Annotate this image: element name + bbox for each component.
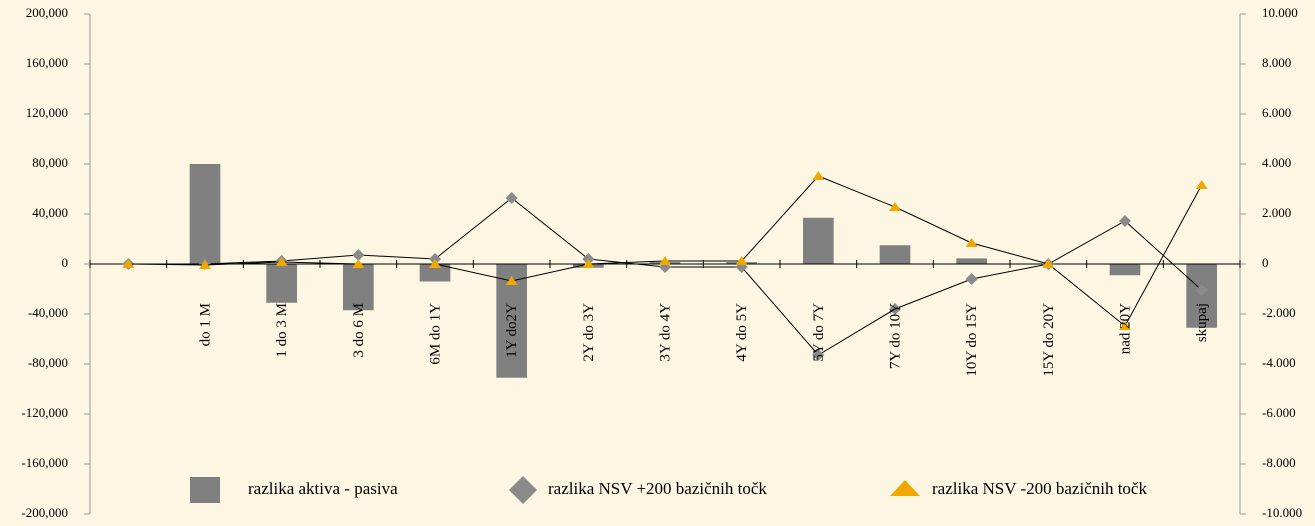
diamond-marker xyxy=(889,303,901,315)
triangle-marker xyxy=(659,256,671,265)
bar xyxy=(803,217,834,264)
x-tick-label: 3 do 6 M xyxy=(351,303,367,358)
y-tick-label: 120,000 xyxy=(26,105,68,120)
legend-swatch xyxy=(509,476,537,504)
triangle-marker xyxy=(199,260,211,269)
y-tick-label: -80,000 xyxy=(28,355,68,370)
triangle-marker xyxy=(582,259,595,268)
bar xyxy=(1109,264,1141,276)
triangle-marker xyxy=(889,202,901,211)
y-tick-label: 160,000 xyxy=(26,55,68,70)
bar xyxy=(189,164,221,264)
y-tick-label: 80,000 xyxy=(32,155,68,170)
diamond-marker xyxy=(1119,215,1131,227)
y2-tick-label: 6.000 xyxy=(1262,105,1291,120)
x-tick-label: 10Y do 15Y xyxy=(964,303,980,377)
x-tick-label: do 1 M xyxy=(197,303,213,346)
y2-tick-label: 0 xyxy=(1262,255,1269,270)
x-tick-label: 2Y do 3Y xyxy=(581,303,597,362)
x-tick-label: 5Y do 7Y xyxy=(811,303,827,362)
triangle-marker xyxy=(1119,321,1131,330)
y2-tick-label: -2.000 xyxy=(1262,305,1296,320)
triangle-marker xyxy=(735,256,748,265)
x-tick-label: 1Y do2Y xyxy=(504,303,520,358)
legend-swatch xyxy=(190,477,220,503)
y2-tick-label: -10.000 xyxy=(1262,505,1302,520)
legend-label: razlika NSV -200 bazičnih točk xyxy=(932,479,1147,498)
x-tick-label: 6M do 1Y xyxy=(427,303,443,365)
x-tick-label: 15Y do 20Y xyxy=(1041,303,1057,377)
x-tick-label: 7Y do 10Y xyxy=(887,303,903,369)
x-tick-label: nad 20Y xyxy=(1117,303,1133,354)
diamond-marker xyxy=(352,249,365,261)
triangle-marker xyxy=(505,276,518,285)
legend-label: razlika aktiva - pasiva xyxy=(248,479,398,498)
y-tick-label: -40,000 xyxy=(28,305,68,320)
triangle-marker xyxy=(965,238,978,247)
y2-tick-label: 10.000 xyxy=(1262,5,1298,20)
y2-tick-label: 4.000 xyxy=(1262,155,1291,170)
triangle-marker xyxy=(1042,259,1055,268)
diamond-marker xyxy=(505,192,518,204)
bar xyxy=(343,264,374,311)
diamond-marker xyxy=(1195,284,1208,296)
triangle-marker xyxy=(275,257,288,266)
bar xyxy=(879,245,911,264)
triangle-marker xyxy=(812,171,825,180)
y2-tick-label: 8.000 xyxy=(1262,55,1291,70)
y2-tick-label: -4.000 xyxy=(1262,355,1296,370)
y-tick-label: -160,000 xyxy=(21,455,68,470)
y2-tick-label: 2.000 xyxy=(1262,205,1291,220)
x-tick-label: 1 do 3 M xyxy=(274,303,290,358)
diamond-marker xyxy=(965,273,978,285)
y-tick-label: 0 xyxy=(62,255,69,270)
y2-tick-label: -6.000 xyxy=(1262,405,1296,420)
triangle-marker xyxy=(122,259,135,268)
x-tick-label: 4Y do 5Y xyxy=(734,303,750,362)
triangle-marker xyxy=(429,259,441,268)
y-tick-label: 40,000 xyxy=(32,205,68,220)
bar xyxy=(956,258,987,264)
diamond-marker xyxy=(812,349,825,361)
x-tick-label: skupaj xyxy=(1194,303,1210,342)
legend-label: razlika NSV +200 bazičnih točk xyxy=(548,479,767,498)
legend-swatch xyxy=(890,480,920,496)
y2-tick-label: -8.000 xyxy=(1262,455,1296,470)
triangle-marker xyxy=(352,259,365,268)
bar xyxy=(266,264,297,303)
bar xyxy=(419,264,451,282)
y-tick-label: -200,000 xyxy=(21,505,68,520)
x-tick-label: 3Y do 4Y xyxy=(657,303,673,362)
y-tick-label: -120,000 xyxy=(21,405,68,420)
y-tick-label: 200,000 xyxy=(26,5,68,20)
triangle-marker xyxy=(1195,180,1208,189)
